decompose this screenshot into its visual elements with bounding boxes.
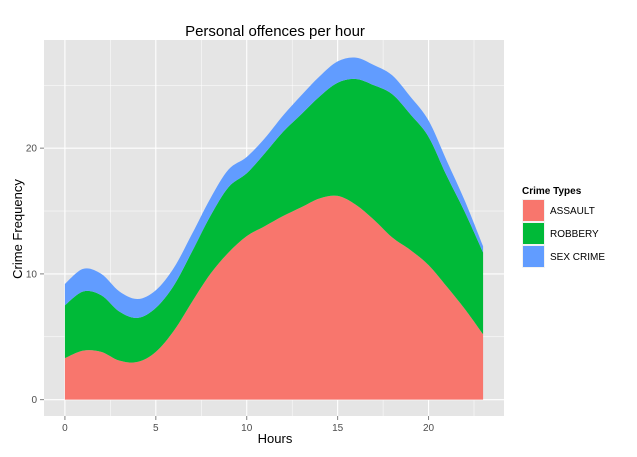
- x-tick-label: 10: [241, 423, 253, 434]
- area-assault: [64, 195, 484, 400]
- legend-label-robbery: ROBBERY: [550, 229, 599, 240]
- chart-title: Personal offences per hour: [185, 23, 365, 40]
- area-sex-crime: [64, 57, 484, 318]
- y-tick-label: 20: [26, 144, 38, 155]
- y-axis: 0 10 20: [26, 144, 44, 406]
- x-tick-label: 15: [332, 423, 344, 434]
- legend-label-assault: ASSAULT: [550, 206, 595, 217]
- x-tick-label: 0: [62, 423, 68, 434]
- x-tick-label: 20: [423, 423, 435, 434]
- legend-title: Crime Types: [522, 186, 582, 197]
- x-axis: 0 5 10 15 20: [62, 416, 435, 434]
- stacked-areas: [64, 57, 484, 400]
- legend-swatch-robbery: [523, 223, 544, 244]
- y-axis-title: Crime Frequency: [10, 179, 25, 279]
- legend-label-sex-crime: SEX CRIME: [550, 252, 605, 263]
- legend: Crime Types ASSAULT ROBBERY SEX CRIME: [522, 186, 605, 268]
- x-axis-title: Hours: [258, 431, 293, 446]
- y-tick-label: 10: [26, 269, 38, 280]
- area-robbery: [64, 78, 484, 363]
- legend-swatch-sex-crime: [523, 246, 544, 267]
- y-tick-label: 0: [31, 395, 37, 406]
- x-tick-label: 5: [153, 423, 159, 434]
- legend-swatch-assault: [523, 200, 544, 221]
